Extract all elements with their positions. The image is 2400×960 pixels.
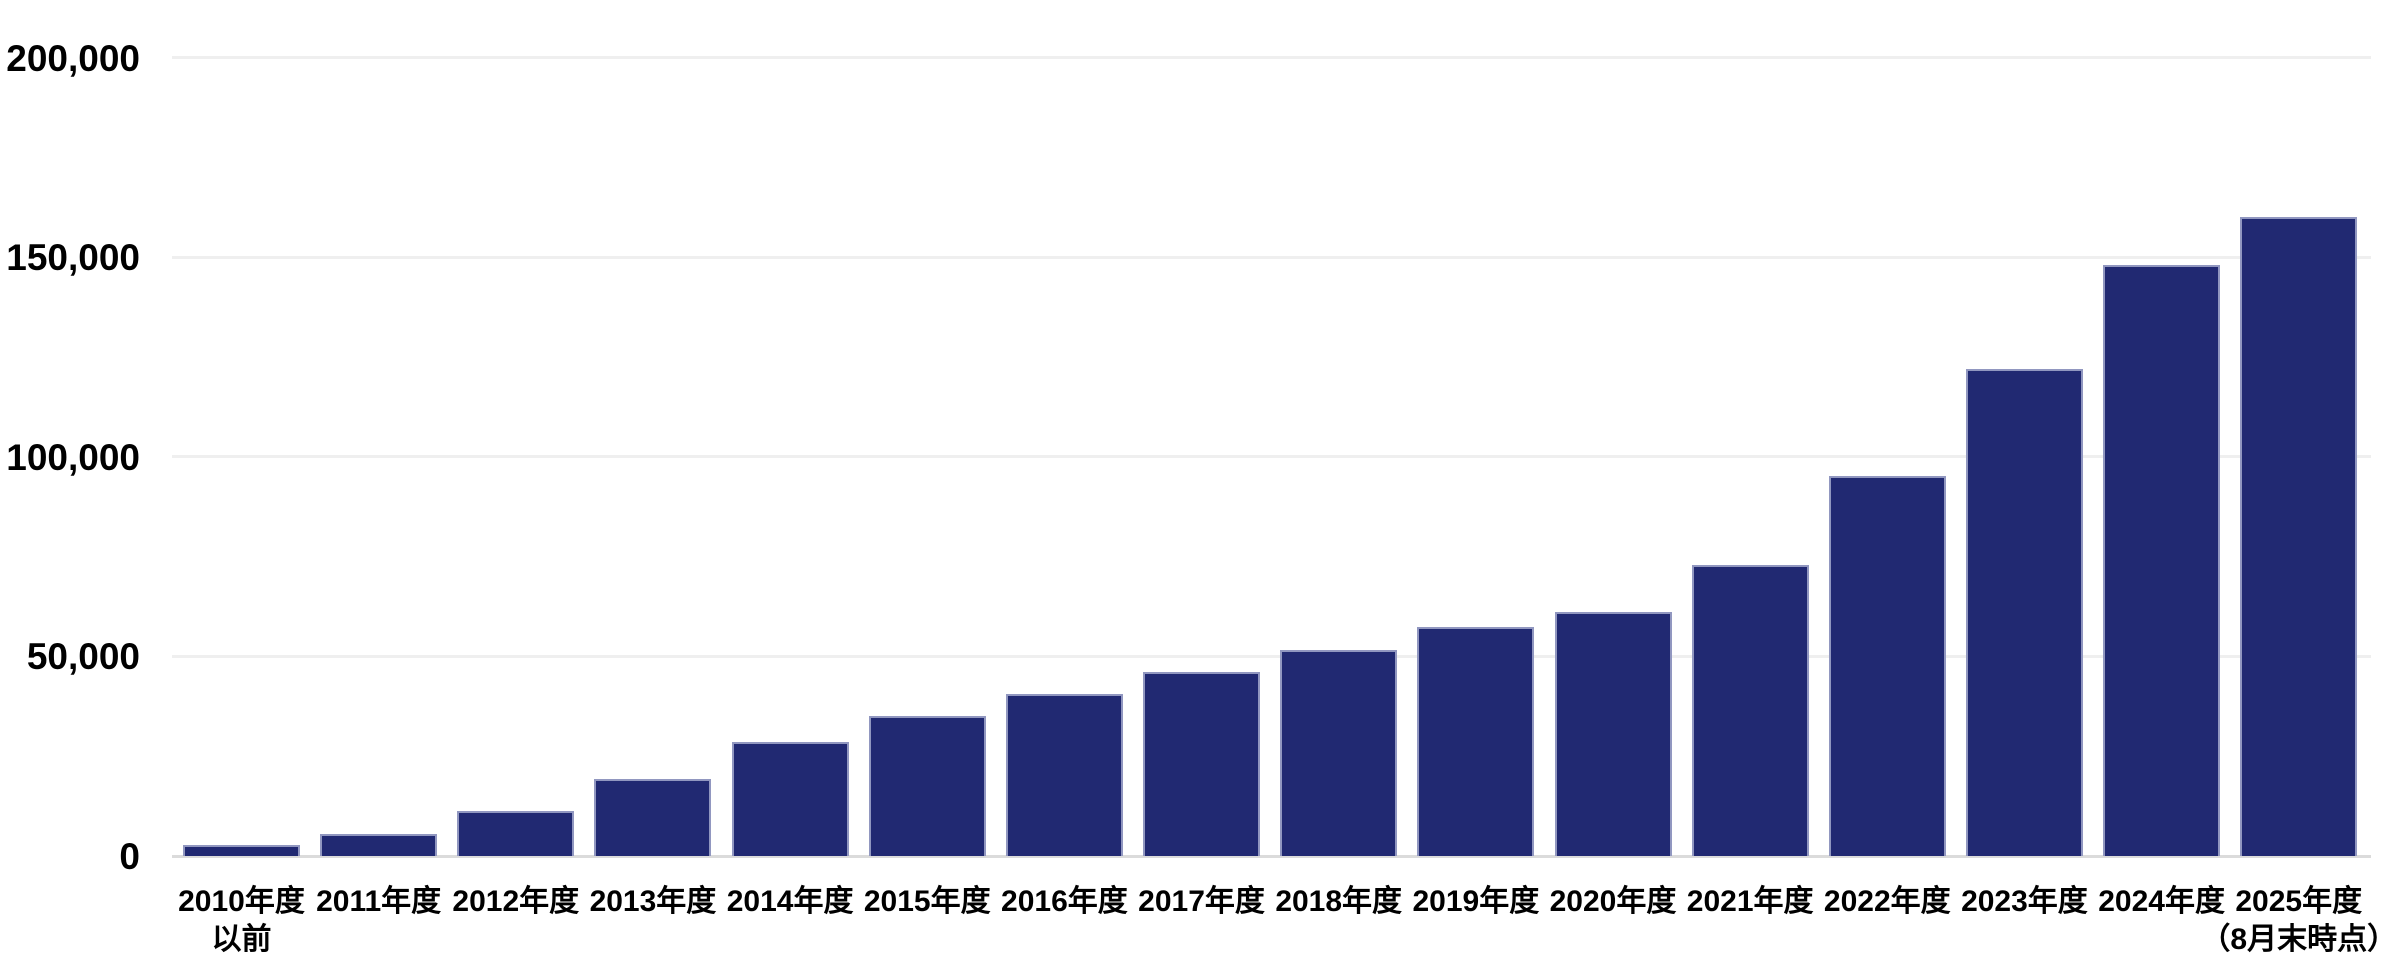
x-axis-tick-label: 2015年度: [863, 885, 991, 918]
x-axis-tick-label: 2017年度: [1138, 885, 1265, 918]
bar: [1554, 611, 1672, 856]
bar: [1828, 476, 1946, 856]
bar: [594, 778, 712, 856]
gridline: [172, 255, 2371, 259]
bar: [2103, 265, 2221, 856]
x-axis-tick-label: 2019年度: [1412, 885, 1540, 918]
y-axis-tick-label: 150,000: [6, 237, 140, 279]
x-axis-tick-label: 2010年度 以前: [178, 885, 305, 956]
gridline: [172, 56, 2371, 59]
bar: [868, 715, 986, 856]
bar: [1280, 649, 1398, 856]
x-axis-tick-label: 2025年度 （8月末時点）: [2200, 885, 2398, 956]
bar: [731, 741, 849, 856]
bar: [1965, 368, 2083, 856]
y-axis-tick-label: 50,000: [26, 636, 140, 678]
x-axis-tick-label: 2024年度: [2098, 885, 2225, 918]
y-axis-tick-label: 0: [119, 836, 140, 877]
x-axis-tick-label: 2011年度: [316, 885, 442, 918]
bar: [320, 834, 438, 856]
gridline: [172, 654, 2371, 658]
x-axis-tick-label: 2013年度: [589, 885, 717, 918]
x-axis-tick-label: 2012年度: [452, 885, 580, 918]
bar: [1417, 626, 1535, 856]
bar: [457, 810, 575, 856]
bar: [1691, 564, 1809, 856]
x-axis-tick-label: 2023年度: [1961, 885, 2088, 918]
bar: [183, 844, 300, 856]
x-axis-baseline: [172, 854, 2371, 858]
bar: [1143, 671, 1261, 856]
x-axis-tick-label: 2016年度: [1001, 885, 1128, 918]
x-axis-tick-label: 2014年度: [726, 885, 854, 918]
x-axis-tick-label: 2021年度: [1686, 885, 1814, 918]
x-axis-tick-label: 2020年度: [1549, 885, 1677, 918]
bar: [1005, 693, 1123, 856]
y-axis-tick-label: 200,000: [6, 37, 140, 79]
gridline: [172, 455, 2371, 459]
y-axis-tick-label: 100,000: [6, 436, 140, 478]
x-axis-tick-label: 2018年度: [1275, 885, 1403, 918]
bar: [2240, 217, 2358, 856]
x-axis-tick-label: 2022年度: [1823, 885, 1951, 918]
